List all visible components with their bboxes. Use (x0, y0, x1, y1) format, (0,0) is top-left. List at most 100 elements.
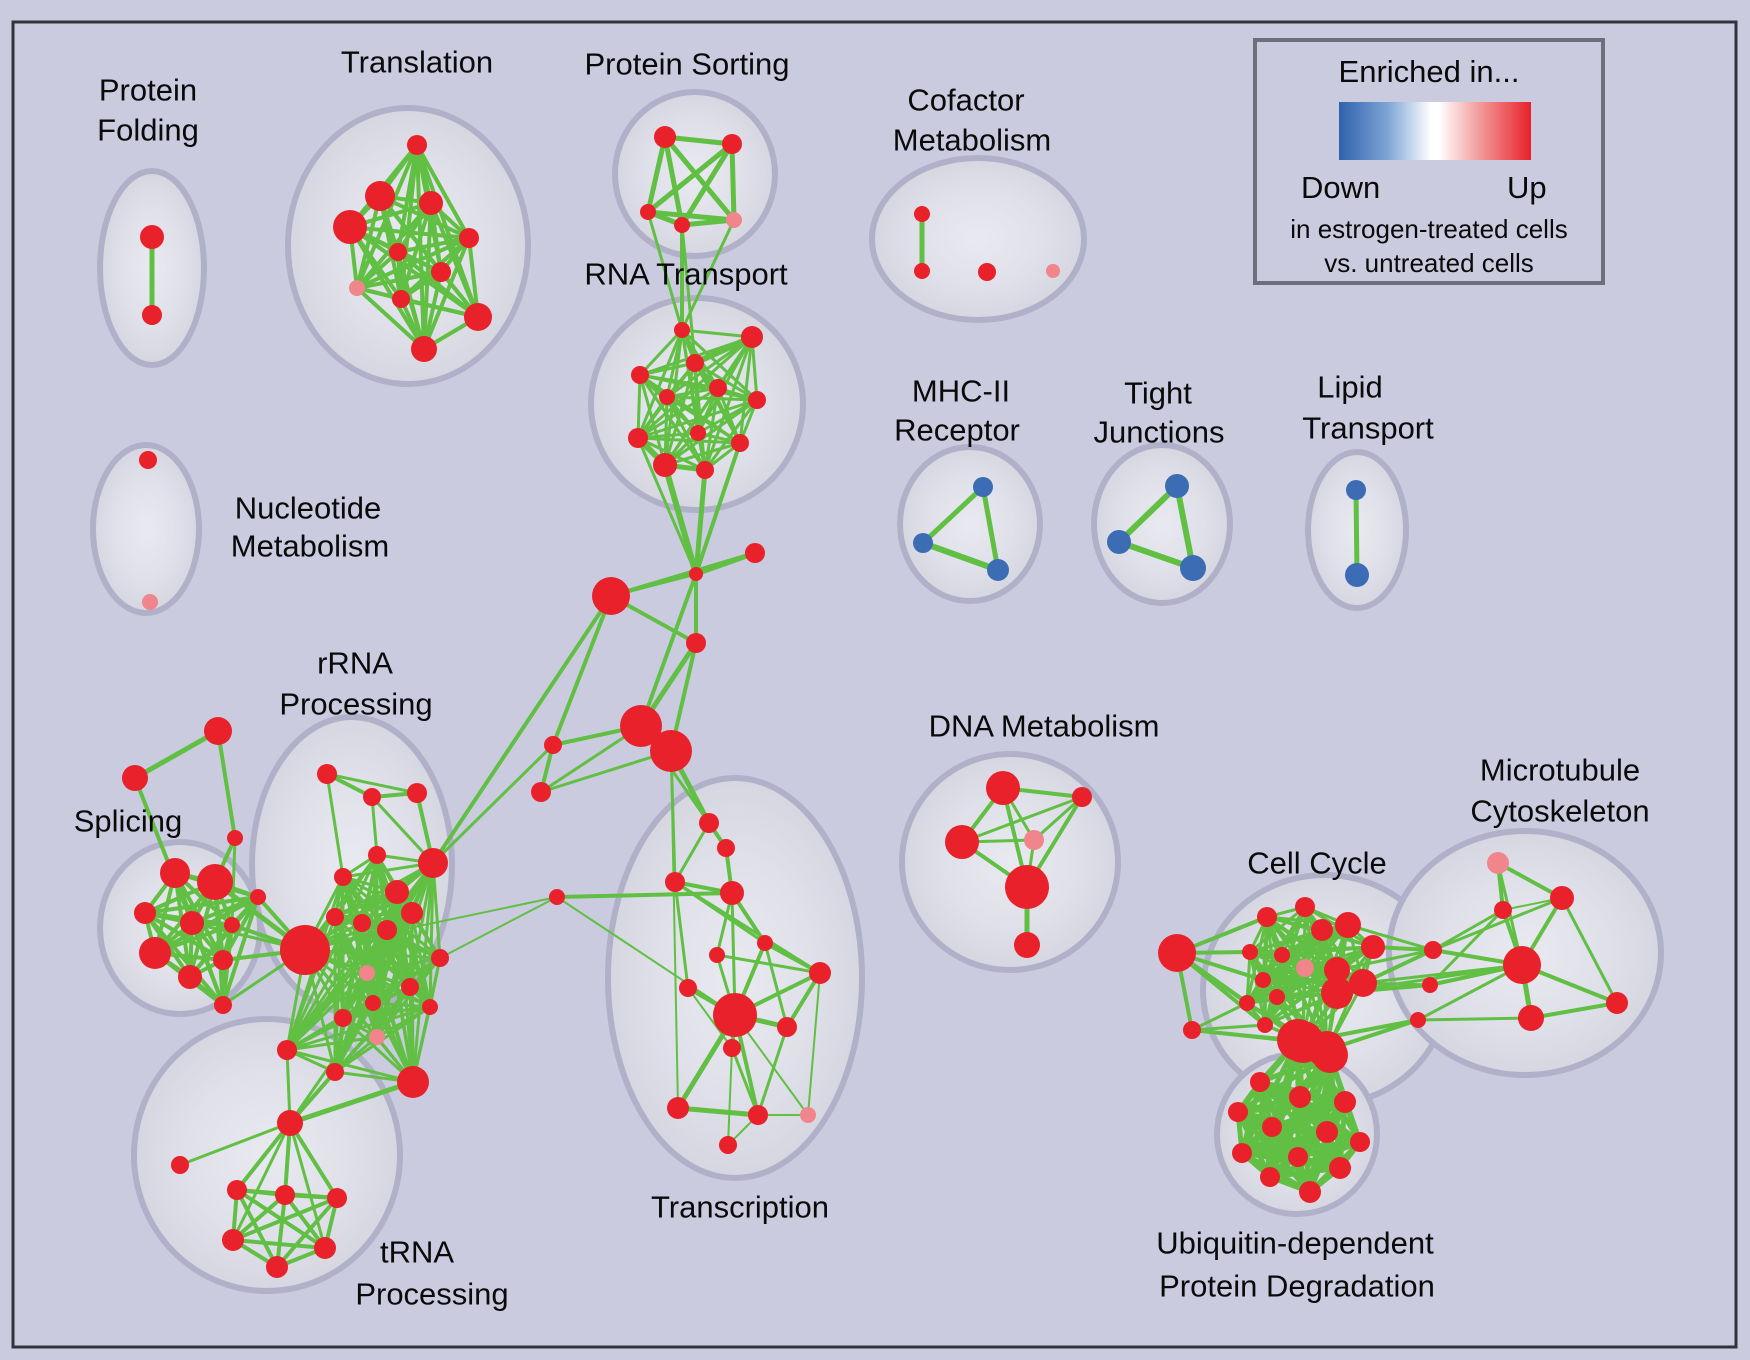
node-70[interactable] (227, 830, 243, 846)
node-82[interactable] (317, 764, 337, 784)
node-116[interactable] (1014, 932, 1040, 958)
node-53[interactable] (717, 839, 735, 857)
node-110[interactable] (266, 1256, 288, 1278)
node-48[interactable] (620, 705, 662, 747)
node-45[interactable] (745, 543, 765, 563)
node-139[interactable] (1487, 852, 1509, 874)
node-33[interactable] (741, 326, 763, 348)
node-35[interactable] (631, 366, 649, 384)
node-107[interactable] (327, 1188, 347, 1208)
node-3[interactable] (365, 181, 395, 211)
node-5[interactable] (419, 191, 443, 215)
node-23[interactable] (142, 594, 158, 610)
node-122[interactable] (1361, 935, 1385, 959)
node-133[interactable] (1183, 1021, 1201, 1039)
node-119[interactable] (1295, 897, 1315, 917)
node-29[interactable] (1180, 555, 1206, 581)
node-11[interactable] (464, 303, 492, 331)
node-141[interactable] (1494, 901, 1512, 919)
node-130[interactable] (1321, 977, 1353, 1009)
node-118[interactable] (1257, 907, 1277, 927)
node-40[interactable] (628, 428, 648, 448)
node-145[interactable] (1277, 1019, 1319, 1061)
node-150[interactable] (1228, 1102, 1248, 1122)
node-86[interactable] (334, 868, 352, 886)
node-105[interactable] (227, 1180, 247, 1200)
node-60[interactable] (713, 993, 757, 1037)
node-83[interactable] (363, 788, 381, 806)
node-84[interactable] (407, 783, 427, 803)
node-156[interactable] (1329, 1157, 1351, 1179)
node-28[interactable] (1107, 530, 1131, 554)
node-24[interactable] (973, 477, 993, 497)
node-155[interactable] (1288, 1147, 1308, 1167)
node-104[interactable] (171, 1156, 189, 1174)
node-0[interactable] (140, 225, 164, 249)
node-63[interactable] (667, 1097, 689, 1119)
node-103[interactable] (277, 1110, 303, 1136)
node-44[interactable] (689, 567, 703, 581)
node-87[interactable] (385, 880, 409, 904)
node-42[interactable] (653, 453, 677, 477)
node-61[interactable] (777, 1017, 797, 1037)
node-4[interactable] (333, 210, 367, 244)
node-121[interactable] (1335, 912, 1361, 938)
node-6[interactable] (459, 228, 479, 248)
node-31[interactable] (1345, 563, 1369, 587)
node-67[interactable] (549, 889, 565, 905)
node-126[interactable] (1324, 957, 1350, 983)
node-51[interactable] (531, 782, 551, 802)
node-13[interactable] (654, 126, 676, 148)
node-69[interactable] (122, 765, 148, 791)
node-143[interactable] (1518, 1005, 1544, 1031)
node-19[interactable] (914, 263, 930, 279)
node-117[interactable] (1158, 934, 1196, 972)
node-9[interactable] (349, 280, 365, 296)
node-137[interactable] (1422, 977, 1438, 993)
node-132[interactable] (1257, 1017, 1273, 1033)
node-62[interactable] (723, 1039, 741, 1057)
node-25[interactable] (913, 533, 933, 553)
node-151[interactable] (1262, 1117, 1282, 1137)
node-21[interactable] (1046, 264, 1060, 278)
node-157[interactable] (1260, 1167, 1280, 1187)
node-127[interactable] (1255, 972, 1271, 988)
node-154[interactable] (1232, 1143, 1252, 1163)
node-71[interactable] (160, 858, 190, 888)
node-74[interactable] (180, 911, 204, 935)
node-158[interactable] (1299, 1181, 1321, 1203)
node-54[interactable] (665, 872, 685, 892)
node-147[interactable] (1250, 1072, 1270, 1092)
node-41[interactable] (731, 434, 749, 452)
node-49[interactable] (650, 730, 692, 772)
node-142[interactable] (1503, 946, 1541, 984)
node-7[interactable] (389, 243, 407, 261)
node-79[interactable] (213, 950, 233, 970)
node-96[interactable] (365, 995, 381, 1011)
node-76[interactable] (280, 925, 330, 975)
node-1[interactable] (142, 305, 162, 325)
node-131[interactable] (1349, 969, 1377, 997)
node-112[interactable] (1072, 787, 1092, 807)
node-101[interactable] (326, 1063, 344, 1081)
node-129[interactable] (1239, 995, 1255, 1011)
node-102[interactable] (397, 1066, 429, 1098)
node-113[interactable] (945, 825, 979, 859)
node-66[interactable] (719, 1136, 737, 1154)
node-146[interactable] (1312, 1037, 1348, 1073)
node-36[interactable] (709, 379, 727, 397)
node-47[interactable] (686, 633, 706, 653)
node-26[interactable] (987, 559, 1009, 581)
node-32[interactable] (674, 322, 690, 338)
node-20[interactable] (978, 263, 996, 281)
node-17[interactable] (726, 212, 742, 228)
node-98[interactable] (422, 999, 438, 1015)
node-88[interactable] (418, 848, 448, 878)
node-59[interactable] (679, 979, 697, 997)
node-85[interactable] (368, 846, 386, 864)
node-10[interactable] (392, 290, 410, 308)
node-27[interactable] (1165, 474, 1189, 498)
node-30[interactable] (1346, 480, 1366, 500)
node-95[interactable] (401, 978, 419, 996)
node-57[interactable] (709, 947, 725, 963)
